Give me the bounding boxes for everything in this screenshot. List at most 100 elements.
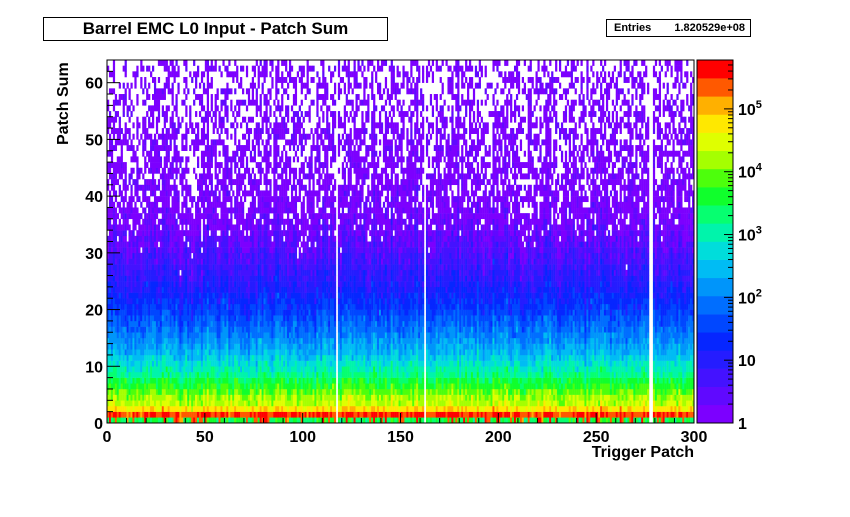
heatmap-cell [130, 230, 133, 237]
heatmap-cell [232, 292, 235, 299]
heatmap-cell [245, 303, 249, 310]
heatmap-cell [263, 303, 266, 310]
heatmap-cell [242, 337, 245, 344]
heatmap-cell [290, 201, 294, 208]
heatmap-cell [185, 196, 188, 203]
heatmap-cell [185, 201, 188, 208]
heatmap-cell [130, 377, 133, 384]
heatmap-cell [216, 94, 219, 100]
heatmap-cell [257, 230, 260, 237]
heatmap-cell [257, 377, 260, 384]
heatmap-cell [108, 320, 112, 327]
heatmap-cell [187, 303, 190, 310]
heatmap-cell [187, 252, 190, 259]
heatmap-cell [108, 309, 112, 316]
heatmap-cell [240, 360, 243, 367]
heatmap-cell [204, 326, 208, 333]
heatmap-cell [144, 128, 147, 134]
heatmap-cell [218, 201, 221, 208]
heatmap-cell [226, 156, 229, 163]
heatmap-cell [107, 258, 110, 265]
heatmap-cell [296, 371, 300, 378]
heatmap-cell [120, 235, 123, 242]
heatmap-cell [161, 320, 164, 327]
heatmap-cell [185, 224, 188, 231]
heatmap-cell [204, 394, 208, 401]
heatmap-cell [281, 354, 284, 361]
heatmap-cell [212, 258, 215, 265]
heatmap-cell [202, 190, 206, 197]
heatmap-cell [251, 88, 254, 95]
heatmap-cell [116, 269, 119, 276]
heatmap-cell [212, 411, 215, 418]
heatmap-cell [202, 275, 206, 282]
heatmap-cell [253, 383, 256, 390]
heatmap-cell [212, 111, 215, 117]
heatmap-cell [191, 371, 194, 378]
heatmap-cell [206, 128, 209, 134]
heatmap-cell [152, 252, 155, 259]
heatmap-cell [114, 281, 118, 288]
heatmap-cell [269, 190, 272, 197]
heatmap-cell [261, 383, 264, 390]
heatmap-cell [265, 343, 268, 350]
heatmap-cell [255, 377, 258, 384]
heatmap-cell [283, 167, 286, 174]
heatmap-cell [179, 371, 182, 378]
heatmap-cell [202, 179, 206, 186]
heatmap-cell [120, 269, 123, 276]
heatmap-cell [232, 360, 235, 367]
heatmap-cell [146, 252, 149, 259]
heatmap-cell [159, 417, 163, 424]
heatmap-cell [255, 88, 258, 95]
heatmap-cell [183, 394, 186, 401]
heatmap-cell [216, 196, 219, 203]
heatmap-cell [259, 264, 262, 271]
heatmap-cell [138, 405, 141, 412]
heatmap-cell [124, 128, 127, 134]
heatmap-cell [245, 360, 249, 367]
heatmap-cell [259, 230, 262, 237]
heatmap-cell [144, 275, 147, 282]
heatmap-cell [177, 332, 180, 339]
heatmap-cell [214, 247, 217, 254]
heatmap-cell [249, 411, 253, 418]
heatmap-cell [173, 105, 176, 112]
heatmap-cell [275, 349, 278, 356]
heatmap-cell [269, 405, 272, 412]
heatmap-cell [251, 196, 254, 203]
heatmap-cell [136, 207, 139, 214]
heatmap-cell [261, 309, 264, 316]
heatmap-cell [238, 224, 241, 231]
heatmap-cell [253, 298, 256, 305]
heatmap-cell [177, 156, 180, 163]
heatmap-cell [187, 230, 190, 237]
heatmap-cell [161, 281, 164, 288]
heatmap-cell [257, 241, 260, 248]
heatmap-cell [212, 281, 215, 288]
heatmap-cell [257, 128, 260, 134]
heatmap-cell [275, 213, 278, 220]
heatmap-cell [226, 388, 229, 395]
heatmap-cell [224, 405, 227, 412]
heatmap-cell [197, 275, 200, 282]
heatmap-cell [171, 343, 174, 350]
heatmap-cell [157, 343, 161, 350]
heatmap-cell [155, 366, 159, 373]
heatmap-cell [169, 88, 172, 95]
heatmap-cell [214, 388, 217, 395]
heatmap-cell [126, 343, 129, 350]
heatmap-cell [285, 235, 288, 242]
heatmap-cell [249, 218, 253, 225]
heatmap-cell [267, 326, 270, 333]
heatmap-cell [189, 292, 192, 299]
heatmap-cell [247, 88, 251, 95]
heatmap-cell [216, 400, 219, 407]
heatmap-cell [269, 275, 272, 282]
heatmap-cell [179, 241, 182, 248]
heatmap-cell [210, 343, 213, 350]
heatmap-cell [224, 196, 227, 203]
heatmap-cell [222, 264, 225, 271]
heatmap-cell [114, 394, 118, 401]
heatmap-cell [214, 275, 217, 282]
